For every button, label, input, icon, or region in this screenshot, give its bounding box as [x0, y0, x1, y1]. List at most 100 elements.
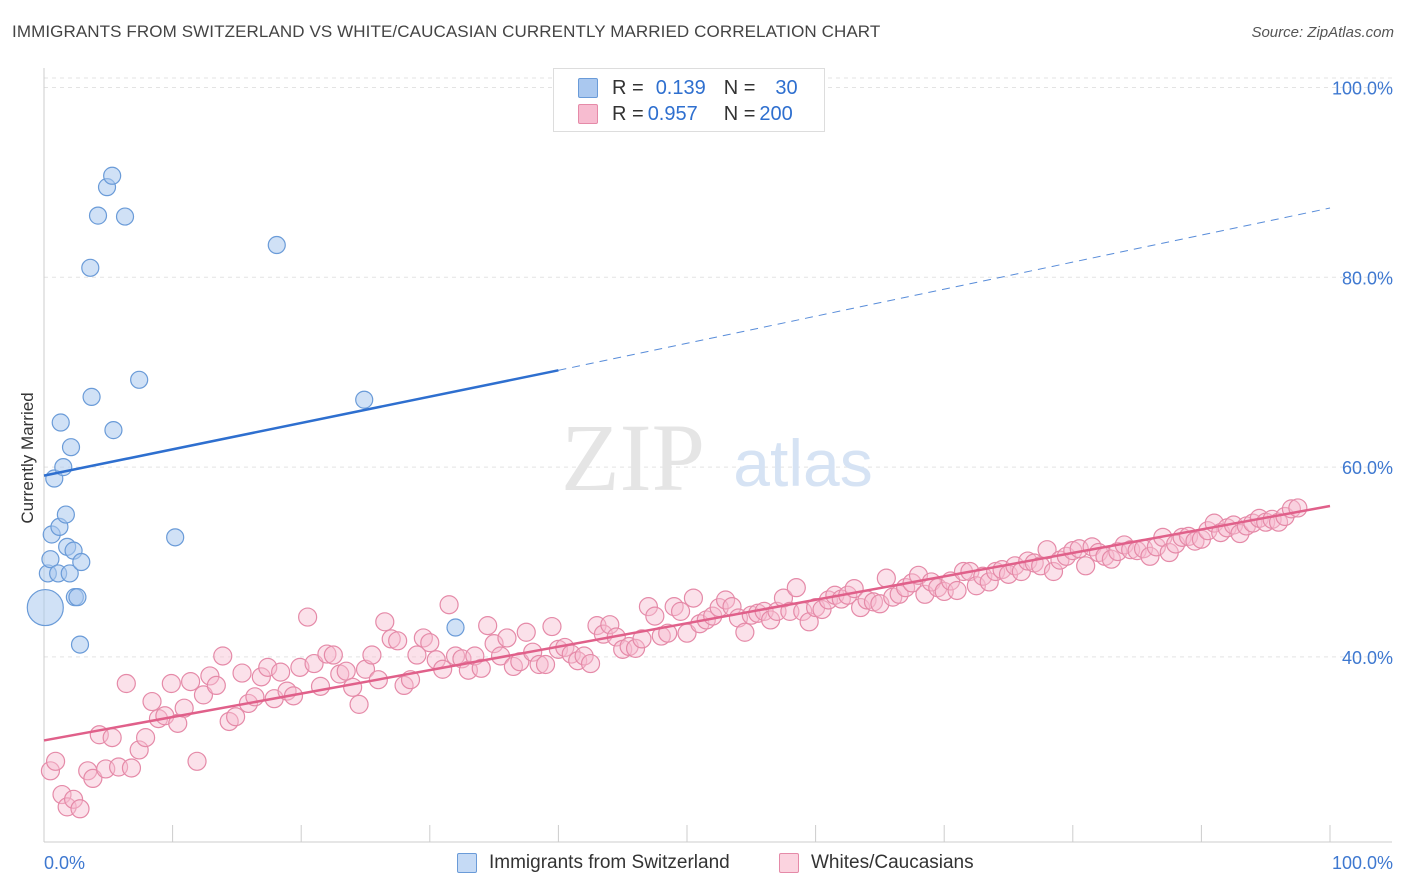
whites-point — [670, 601, 691, 621]
whites-point — [193, 685, 214, 705]
legend-n-label: N = — [723, 102, 756, 125]
source-label: Source: ZipAtlas.com — [1251, 24, 1394, 41]
whites-point — [349, 694, 369, 714]
x-tick-label-min: 0.0% — [44, 853, 85, 873]
y-tick-label: 100.0% — [1332, 78, 1393, 98]
chart-title: IMMIGRANTS FROM SWITZERLAND VS WHITE/CAU… — [12, 22, 881, 41]
swiss-point — [104, 421, 123, 440]
swiss-point — [82, 387, 101, 406]
whites-point — [290, 657, 310, 677]
whites-point — [1140, 546, 1160, 566]
whites-point — [200, 666, 220, 686]
y-tick-label: 40.0% — [1342, 648, 1393, 668]
whites-point — [310, 676, 331, 696]
legend-r-label: R = — [612, 102, 644, 125]
whites-point — [40, 761, 61, 781]
swiss-point — [60, 564, 79, 583]
watermark: ZIP atlas — [561, 404, 873, 511]
whites-point — [529, 654, 549, 675]
whites-point — [135, 728, 156, 748]
whites-point — [304, 653, 324, 674]
series-label-swiss: Immigrants from Switzerland — [489, 852, 730, 873]
whites-point — [317, 644, 337, 664]
swiss-trend-extension — [558, 207, 1331, 371]
whites-point — [542, 616, 562, 637]
swiss-point — [130, 370, 149, 389]
whites-point — [121, 758, 142, 778]
watermark-atlas: atlas — [733, 426, 872, 500]
legend-r-label: R = — [612, 76, 644, 99]
swiss-point — [103, 166, 122, 185]
whites-point — [343, 677, 363, 697]
whites-point — [362, 645, 382, 665]
whites-point — [535, 654, 556, 675]
swiss-point — [61, 438, 81, 457]
whites-point — [102, 728, 122, 748]
whites-point — [45, 751, 66, 771]
whites-point — [478, 616, 498, 636]
swiss-point — [115, 207, 135, 226]
swiss-point — [70, 635, 90, 654]
series-label-whites: Whites/Caucasians — [811, 852, 974, 873]
swiss-point — [355, 390, 374, 409]
whites-trend-line — [43, 504, 1331, 742]
whites-point — [645, 606, 665, 626]
legend-r-value: 0.957 — [647, 102, 698, 125]
swiss-point — [88, 206, 108, 225]
series-legend-whites[interactable]: Whites/Caucasians — [779, 852, 974, 874]
swiss-points — [26, 166, 465, 654]
whites-point — [63, 789, 84, 809]
whites-point — [516, 622, 536, 642]
whites-point — [375, 612, 395, 632]
whites-point — [439, 595, 459, 615]
whites-point — [213, 646, 233, 666]
whites-point — [876, 568, 896, 588]
whites-point — [251, 667, 271, 687]
swiss-point — [267, 235, 286, 255]
legend-swatch-whites — [578, 104, 598, 124]
y-tick-label: 80.0% — [1342, 268, 1393, 288]
trend-lines — [43, 207, 1331, 742]
swiss-point — [68, 588, 87, 607]
swiss-point — [72, 552, 91, 572]
swiss-point — [26, 588, 64, 627]
swiss-trend-line — [43, 369, 559, 477]
whites-point — [580, 653, 601, 674]
whites-point — [388, 631, 408, 651]
legend-r-value: 0.139 — [655, 76, 706, 99]
tick-labels: 40.0% 60.0% 80.0% 100.0% 0.0% 100.0% Currently… — [18, 78, 1393, 873]
legend-row-swiss: R = 0.139 N = 30 — [578, 77, 798, 99]
swiss-point — [446, 618, 465, 637]
whites-point — [471, 658, 491, 678]
whites-point — [683, 588, 704, 608]
y-axis-title: Currently Married — [18, 392, 37, 523]
whites-point — [129, 740, 149, 760]
whites-point — [206, 675, 226, 696]
whites-point — [625, 638, 646, 658]
grid-layer — [44, 77, 1392, 658]
whites-point — [336, 661, 356, 681]
legend-swatch-swiss — [578, 78, 598, 98]
series-swatch-whites — [779, 853, 799, 873]
whites-point — [142, 691, 162, 712]
whites-point — [947, 580, 967, 601]
whites-points — [40, 498, 1308, 819]
watermark-zip: ZIP — [561, 404, 705, 511]
whites-point — [735, 622, 755, 642]
legend-n-value: 30 — [775, 76, 798, 99]
stats-legend: R = 0.139 N = 30 R = 0.957 N = 200 — [553, 68, 825, 132]
whites-point — [786, 578, 806, 598]
whites-point — [226, 707, 246, 727]
whites-point — [407, 645, 427, 665]
legend-n-label: N = — [723, 76, 756, 99]
whites-point — [52, 784, 72, 805]
whites-point — [420, 633, 440, 653]
whites-point — [116, 673, 136, 694]
whites-point — [638, 597, 659, 617]
whites-point — [70, 799, 90, 819]
whites-point — [497, 628, 517, 648]
whites-point — [271, 662, 291, 682]
whites-point — [355, 659, 376, 679]
series-legend-swiss[interactable]: Immigrants from Switzerland — [457, 852, 730, 874]
